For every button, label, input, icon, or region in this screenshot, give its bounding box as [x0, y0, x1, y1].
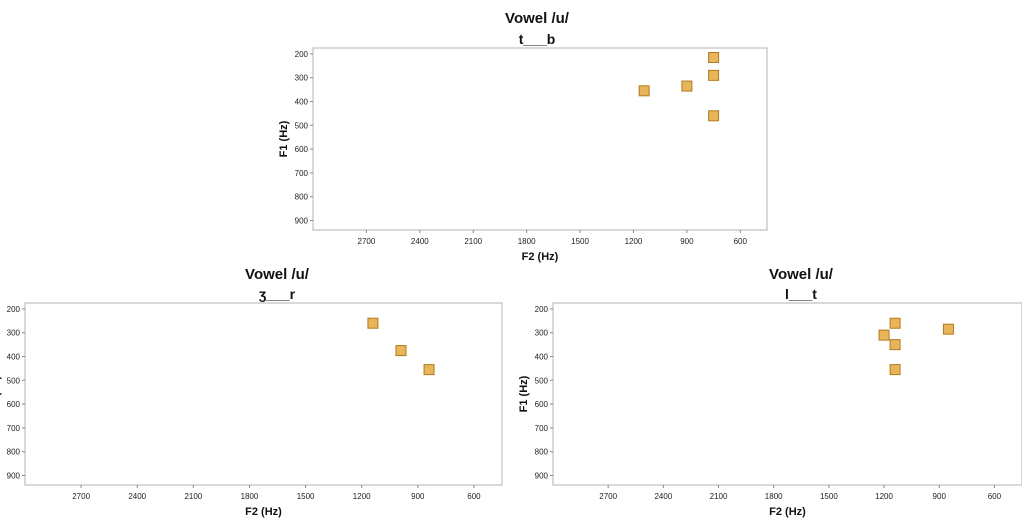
y-tick-label: 700 — [535, 424, 549, 433]
y-axis-label: F1 (Hz) — [278, 120, 290, 157]
data-point — [889, 317, 901, 329]
y-tick-label: 700 — [7, 424, 21, 433]
chart-context: l___t — [785, 286, 817, 302]
y-tick-label: 400 — [7, 353, 21, 362]
x-tick-label: 900 — [933, 492, 947, 501]
data-point — [878, 329, 890, 341]
x-tick-label: 2100 — [710, 492, 728, 501]
x-tick-label: 2400 — [654, 492, 672, 501]
chart-panel-1: Vowel /u/t___b 200 300 400 500 600 700 800 900 27… — [278, 10, 768, 263]
data-point — [638, 85, 650, 97]
data-point — [423, 364, 435, 376]
chart-title: Vowel /u/ — [769, 266, 834, 283]
chart-context: ʒ___r — [259, 286, 296, 302]
y-tick-label: 300 — [7, 329, 21, 338]
x-tick-label: 1200 — [875, 492, 893, 501]
y-tick-label: 500 — [7, 376, 21, 385]
x-tick-label: 2700 — [358, 237, 376, 246]
x-tick-label: 1800 — [765, 492, 783, 501]
chart-title: Vowel /u/ — [245, 266, 310, 283]
y-tick-label: 600 — [535, 400, 549, 409]
x-tick-label: 1800 — [518, 237, 536, 246]
y-tick-label: 800 — [7, 448, 21, 457]
data-point — [367, 317, 379, 329]
data-point — [889, 339, 901, 351]
y-tick-label: 900 — [295, 216, 309, 225]
data-point — [395, 345, 407, 357]
x-tick-label: 1500 — [820, 492, 838, 501]
plot-area — [24, 302, 503, 486]
data-point — [708, 69, 720, 81]
y-tick-label: 200 — [535, 305, 549, 314]
x-tick-label: 2700 — [599, 492, 617, 501]
x-tick-label: 1800 — [241, 492, 259, 501]
data-point — [708, 52, 720, 64]
x-axis-label: F2 (Hz) — [769, 506, 806, 518]
data-point — [942, 323, 954, 335]
x-tick-label: 600 — [467, 492, 481, 501]
y-tick-label: 800 — [295, 193, 309, 202]
x-tick-label: 1500 — [571, 237, 589, 246]
x-tick-label: 900 — [411, 492, 425, 501]
y-tick-label: 400 — [295, 98, 309, 107]
x-tick-label: 900 — [680, 237, 694, 246]
y-tick-label: 900 — [7, 471, 21, 480]
data-point — [889, 364, 901, 376]
x-tick-label: 1500 — [297, 492, 315, 501]
data-point — [708, 110, 720, 122]
y-tick-label: 600 — [295, 145, 309, 154]
plot-area — [312, 47, 768, 231]
x-tick-label: 2100 — [464, 237, 482, 246]
y-tick-label: 500 — [535, 376, 549, 385]
x-tick-label: 1200 — [353, 492, 371, 501]
data-point — [681, 80, 693, 92]
y-tick-label: 300 — [535, 329, 549, 338]
chart-title: Vowel /u/ — [505, 10, 570, 27]
y-tick-label: 800 — [535, 448, 549, 457]
x-tick-label: 1200 — [625, 237, 643, 246]
y-tick-label: 700 — [295, 169, 309, 178]
x-tick-label: 600 — [734, 237, 748, 246]
x-axis-label: F2 (Hz) — [245, 506, 282, 518]
y-tick-label: 500 — [295, 121, 309, 130]
y-tick-label: 400 — [535, 353, 549, 362]
chart-context: t___b — [519, 31, 556, 47]
x-tick-label: 2400 — [128, 492, 146, 501]
y-axis-label: F1 (Hz) — [518, 375, 530, 412]
x-tick-label: 2100 — [184, 492, 202, 501]
y-tick-label: 200 — [295, 50, 309, 59]
y-tick-label: 600 — [7, 400, 21, 409]
x-axis-label: F2 (Hz) — [522, 251, 559, 263]
y-tick-label: 200 — [7, 305, 21, 314]
x-tick-label: 2700 — [72, 492, 90, 501]
x-tick-label: 600 — [988, 492, 1002, 501]
chart-panel-3: Vowel /u/l___t 200 300 400 500 600 700 800 900 27… — [518, 266, 1022, 518]
y-tick-label: 900 — [535, 471, 549, 480]
y-axis-label: F1 (Hz) — [0, 375, 2, 412]
y-tick-label: 300 — [295, 74, 309, 83]
chart-panel-2: Vowel /u/ʒ___r 200 300 400 500 600 700 800 900 27… — [0, 266, 503, 518]
x-tick-label: 2400 — [411, 237, 429, 246]
